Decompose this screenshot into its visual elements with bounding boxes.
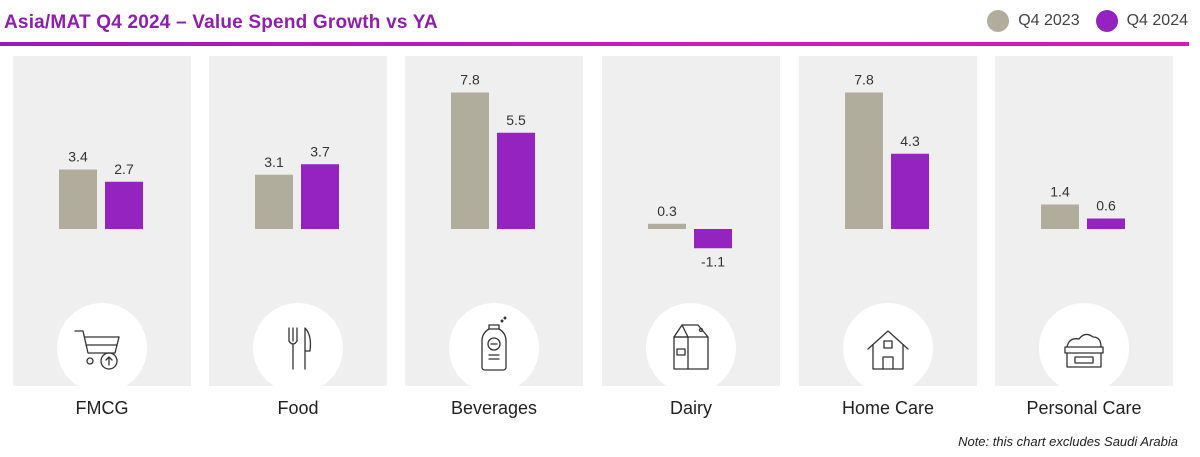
bar-dairy-q4-2023 <box>648 223 686 229</box>
icon-circle-beverages <box>449 303 539 393</box>
legend-item-q4-2023: Q4 2023 <box>987 10 1080 32</box>
panel-home-care <box>799 56 977 393</box>
icon-circle-food <box>253 303 343 393</box>
bar-food-q4-2023 <box>255 174 293 229</box>
value-label-beverages-q4-2024: 5.5 <box>506 112 526 128</box>
bar-personal-care-q4-2023 <box>1041 204 1079 229</box>
legend: Q4 2023 Q4 2024 <box>971 10 1188 32</box>
legend-item-q4-2024: Q4 2024 <box>1095 10 1188 32</box>
title-underline <box>0 42 1189 46</box>
value-label-beverages-q4-2023: 7.8 <box>460 72 480 88</box>
category-label-dairy: Dairy <box>669 398 712 418</box>
value-label-food-q4-2023: 3.1 <box>264 154 284 170</box>
value-label-home-care-q4-2024: 4.3 <box>900 133 920 149</box>
category-label-beverages: Beverages <box>450 398 538 418</box>
value-label-fmcg-q4-2023: 3.4 <box>68 149 88 165</box>
legend-label-q4-2024: Q4 2024 <box>1126 12 1188 29</box>
bar-home-care-q4-2024 <box>891 153 929 229</box>
panel-dairy <box>602 56 780 393</box>
value-label-home-care-q4-2023: 7.8 <box>854 72 874 88</box>
shopping-cart-icon <box>74 330 120 370</box>
icon-circle-fmcg <box>57 303 147 393</box>
bar-personal-care-q4-2024 <box>1087 218 1125 229</box>
bar-beverages-q4-2024 <box>497 132 535 229</box>
icon-circle-personal-care <box>1039 303 1129 393</box>
icon-circle-home-care <box>843 303 933 393</box>
cream-jar-icon <box>1064 333 1104 368</box>
bar-food-q4-2024 <box>301 164 339 229</box>
value-label-personal-care-q4-2023: 1.4 <box>1050 184 1070 200</box>
legend-swatch-q4-2023 <box>987 10 1010 32</box>
legend-label-q4-2023: Q4 2023 <box>1018 12 1080 29</box>
milk-carton-icon <box>673 324 709 370</box>
bar-dairy-q4-2024 <box>694 229 732 249</box>
category-label-personal-care: Personal Care <box>1026 398 1142 418</box>
value-label-personal-care-q4-2024: 0.6 <box>1096 198 1116 214</box>
bar-fmcg-q4-2023 <box>59 169 97 229</box>
value-label-fmcg-q4-2024: 2.7 <box>114 161 134 177</box>
panel-food <box>209 56 387 393</box>
bar-home-care-q4-2023 <box>845 92 883 229</box>
icon-circle-dairy <box>646 303 736 393</box>
panel-fmcg <box>13 56 191 393</box>
category-label-food: Food <box>277 398 319 418</box>
panel-personal-care <box>995 56 1173 393</box>
fork-knife-icon <box>288 327 312 370</box>
bar-beverages-q4-2023 <box>451 92 489 229</box>
value-label-food-q4-2024: 3.7 <box>310 143 330 159</box>
chart-title: Asia/MAT Q4 2024 – Value Spend Growth vs… <box>4 12 438 33</box>
footnote: Note: this chart excludes Saudi Arabia <box>958 434 1178 449</box>
panel-beverages <box>405 56 583 393</box>
value-label-dairy-q4-2024: -1.1 <box>701 253 725 269</box>
house-icon <box>867 330 909 370</box>
bottle-icon <box>481 316 507 371</box>
category-label-home-care: Home Care <box>841 398 935 418</box>
legend-swatch-q4-2024 <box>1095 10 1118 32</box>
category-label-fmcg: FMCG <box>75 398 129 418</box>
bar-fmcg-q4-2024 <box>105 181 143 229</box>
value-label-dairy-q4-2023: 0.3 <box>657 203 677 219</box>
